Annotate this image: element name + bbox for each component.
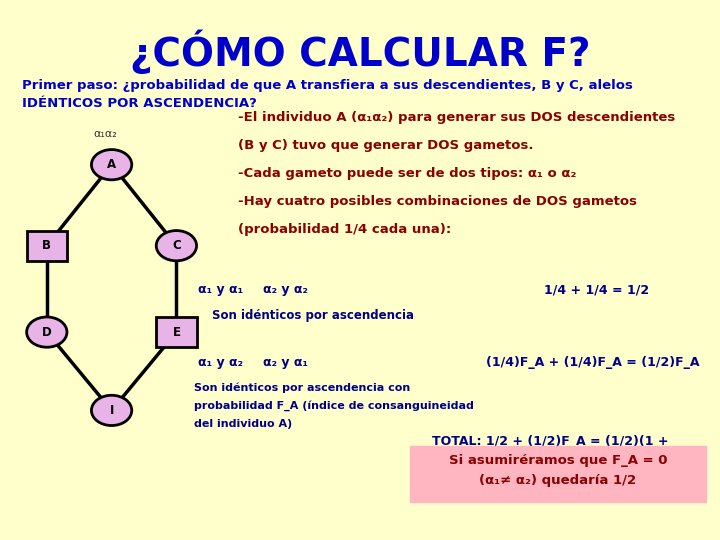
Text: probabilidad F_A (índice de consanguineidad: probabilidad F_A (índice de consanguinei… — [194, 401, 474, 411]
Text: IDÉNTICOS POR ASCENDENCIA?: IDÉNTICOS POR ASCENDENCIA? — [22, 97, 256, 110]
Text: (α₁≠ α₂) quedaría 1/2: (α₁≠ α₂) quedaría 1/2 — [480, 474, 636, 487]
Text: I: I — [109, 404, 114, 417]
Circle shape — [91, 395, 132, 426]
Text: α₁ y α₂: α₁ y α₂ — [198, 356, 243, 369]
Text: ¿CÓMO CALCULAR F?: ¿CÓMO CALCULAR F? — [130, 30, 590, 74]
Text: α₂ y α₂: α₂ y α₂ — [263, 284, 307, 296]
Text: Si asumiréramos que F_A = 0: Si asumiréramos que F_A = 0 — [449, 454, 667, 467]
Text: α₂ y α₁: α₂ y α₁ — [263, 356, 308, 369]
Text: (B y C) tuvo que generar DOS gametos.: (B y C) tuvo que generar DOS gametos. — [238, 139, 533, 152]
Text: B: B — [42, 239, 51, 252]
Text: F_A): F_A) — [432, 459, 462, 472]
Text: Son idénticos por ascendencia: Son idénticos por ascendencia — [212, 309, 415, 322]
Text: A: A — [107, 158, 116, 171]
FancyBboxPatch shape — [410, 446, 706, 502]
Text: del individuo A): del individuo A) — [194, 419, 292, 429]
Text: -Hay cuatro posibles combinaciones de DOS gametos: -Hay cuatro posibles combinaciones de DO… — [238, 195, 636, 208]
FancyBboxPatch shape — [156, 317, 197, 347]
Circle shape — [91, 150, 132, 180]
Text: (probabilidad 1/4 cada una):: (probabilidad 1/4 cada una): — [238, 223, 451, 236]
Text: E: E — [172, 326, 181, 339]
Text: 1/4 + 1/4 = 1/2: 1/4 + 1/4 = 1/2 — [544, 284, 649, 296]
Text: C: C — [172, 239, 181, 252]
Text: Primer paso: ¿probabilidad de que A transfiera a sus descendientes, B y C, alelo: Primer paso: ¿probabilidad de que A tran… — [22, 79, 632, 92]
Circle shape — [27, 317, 67, 347]
Text: (1/4)F_A + (1/4)F_A = (1/2)F_A: (1/4)F_A + (1/4)F_A = (1/2)F_A — [486, 356, 700, 369]
Text: α₁α₂: α₁α₂ — [94, 129, 117, 139]
Text: -Cada gameto puede ser de dos tipos: α₁ o α₂: -Cada gameto puede ser de dos tipos: α₁ … — [238, 167, 576, 180]
Text: Son idénticos por ascendencia con: Son idénticos por ascendencia con — [194, 382, 410, 393]
Text: -El individuo A (α₁α₂) para generar sus DOS descendientes: -El individuo A (α₁α₂) para generar sus … — [238, 111, 675, 124]
Text: D: D — [42, 326, 52, 339]
Text: α₁ y α₁: α₁ y α₁ — [198, 284, 243, 296]
Text: TOTAL: 1/2 + (1/2)F_A = (1/2)(1 +: TOTAL: 1/2 + (1/2)F_A = (1/2)(1 + — [432, 435, 668, 448]
FancyBboxPatch shape — [27, 231, 67, 261]
Circle shape — [156, 231, 197, 261]
